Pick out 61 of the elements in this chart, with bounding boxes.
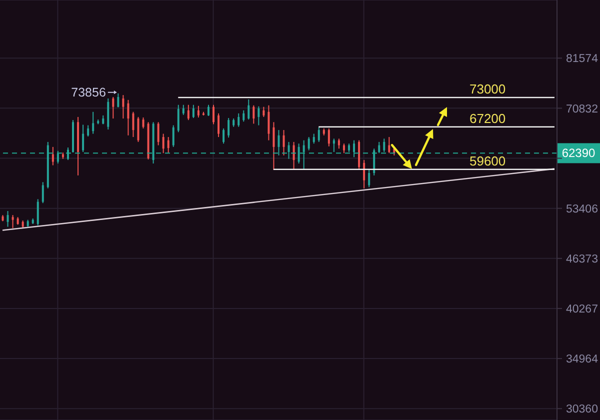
candlestick: [162, 133, 164, 154]
candlestick: [342, 143, 345, 154]
candlestick: [12, 214, 14, 229]
y-tick-label: 40267: [566, 304, 598, 316]
series-label: 73000: [469, 81, 506, 96]
candlestick: [187, 104, 190, 121]
candlestick: [87, 124, 90, 137]
candlestick: [258, 106, 260, 126]
series-label: 67200: [469, 110, 506, 126]
ref-line-label: 62390: [562, 146, 596, 160]
candlestick: [36, 198, 39, 226]
candlestick: [338, 138, 340, 150]
candlestick: [207, 104, 210, 116]
candlestick: [238, 112, 240, 128]
candlestick: [248, 98, 250, 120]
candlestick: [368, 170, 370, 188]
candlestick: [132, 111, 134, 138]
candlestick: [222, 128, 225, 144]
candlestick: [172, 124, 174, 148]
candlestick: [137, 116, 140, 142]
candlestick: [112, 96, 114, 120]
candlestick: [157, 122, 160, 146]
candlestick: [388, 136, 390, 154]
candlestick: [312, 133, 315, 144]
y-tick-label: 46373: [566, 253, 598, 266]
candlestick: [127, 99, 130, 136]
y-tick-label: 70832: [566, 103, 598, 116]
candlestick: [292, 141, 295, 171]
candlestick: [308, 136, 310, 151]
candlestick: [182, 104, 184, 116]
candlestick: [242, 110, 245, 122]
candlestick: [82, 124, 84, 152]
y-tick-label: 34964: [566, 354, 599, 366]
annotation: 73856: [71, 85, 106, 100]
candlestick: [212, 104, 215, 125]
candlestick: [122, 94, 124, 120]
candlestick: [268, 104, 270, 141]
candlestick: [42, 182, 44, 204]
candlestick: [197, 105, 200, 118]
candlestick: [252, 104, 255, 124]
y-tick-label: 53406: [566, 203, 598, 216]
series-label: 59600: [469, 153, 506, 168]
candlestick: [52, 146, 54, 166]
candlestick: [177, 104, 180, 133]
candlestick: [363, 160, 366, 189]
candlestick: [92, 111, 94, 134]
candlestick: [142, 116, 144, 129]
y-tick-label: 81574: [566, 53, 599, 66]
candlestick: [328, 128, 330, 147]
candlestick: [318, 126, 320, 142]
candlestick: [6, 210, 9, 228]
y-tick-label: 30360: [566, 404, 598, 416]
candlestick: [117, 92, 120, 108]
candlestick: [218, 112, 220, 138]
candlestick: [262, 106, 265, 118]
candlestick: [192, 104, 194, 118]
candlestick: [332, 138, 335, 152]
candlestick: [282, 130, 285, 156]
candlestick: [228, 117, 230, 138]
candlestick: [167, 136, 170, 154]
candlestick: [272, 122, 275, 171]
